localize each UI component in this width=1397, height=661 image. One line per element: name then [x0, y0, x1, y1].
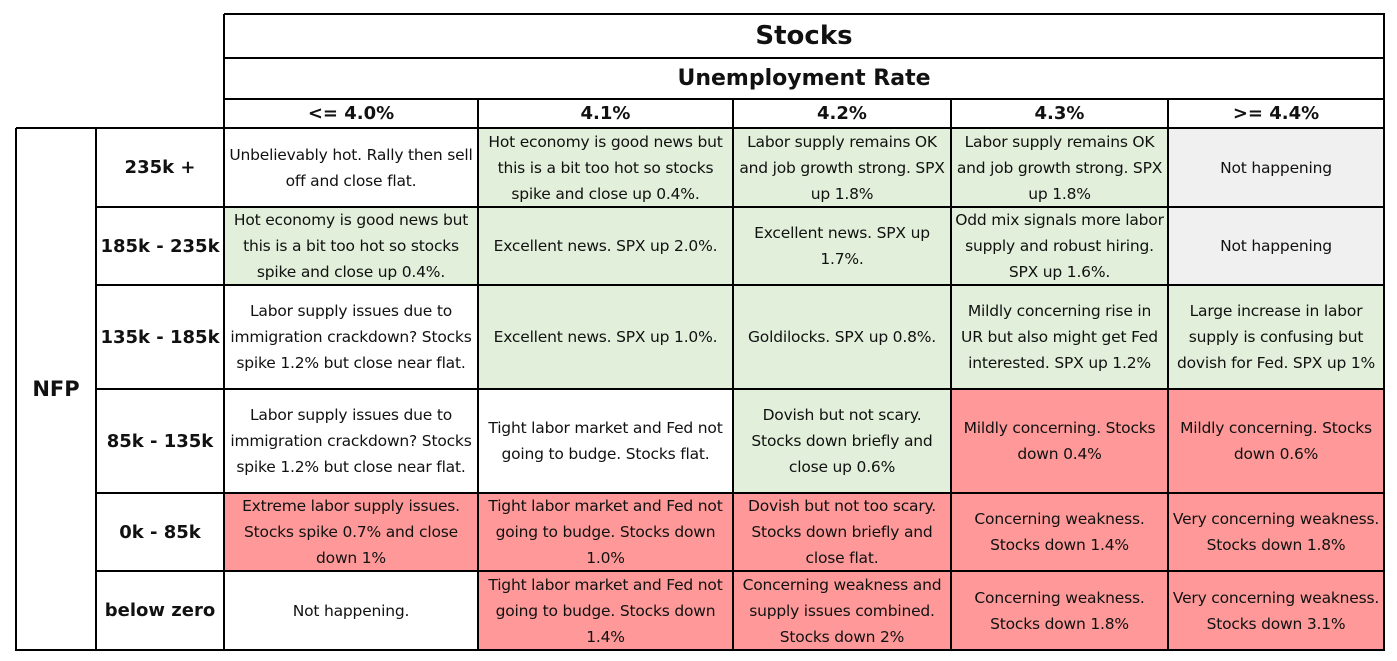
table-subtitle: Unemployment Rate: [677, 66, 931, 91]
column-header: 4.3%: [1034, 103, 1085, 124]
table-cell: Not happening: [1168, 128, 1384, 207]
row-label: 135k - 185k: [100, 326, 220, 348]
table-cell: Tight labor market and Fed not going to …: [478, 571, 733, 650]
table-cell: Concerning weakness and supply issues co…: [733, 571, 951, 650]
table-cell: Hot economy is good news but this is a b…: [478, 128, 733, 207]
row-label: below zero: [104, 600, 216, 621]
row-label: 235k +: [124, 157, 196, 178]
table-cell: Excellent news. SPX up 1.7%.: [733, 207, 951, 285]
column-header: >= 4.4%: [1232, 103, 1320, 124]
row-label: 185k - 235k: [100, 235, 220, 257]
table-cell: Hot economy is good news but this is a b…: [224, 207, 478, 285]
table-cell: Goldilocks. SPX up 0.8%.: [733, 285, 951, 389]
table-cell: Odd mix signals more labor supply and ro…: [951, 207, 1168, 285]
table-cell: Mildly concerning rise in UR but also mi…: [951, 285, 1168, 389]
table-cell: Labor supply remains OK and job growth s…: [951, 128, 1168, 207]
table-cell: Excellent news. SPX up 1.0%.: [478, 285, 733, 389]
table-cell: Unbelievably hot. Rally then sell off an…: [224, 128, 478, 207]
table-cell: Labor supply issues due to immigration c…: [224, 389, 478, 493]
column-header: <= 4.0%: [307, 103, 395, 124]
table-cell: Extreme labor supply issues. Stocks spik…: [224, 493, 478, 571]
table-cell: Dovish but not scary. Stocks down briefl…: [733, 389, 951, 493]
table-cell: Tight labor market and Fed not going to …: [478, 493, 733, 571]
table-cell: Labor supply remains OK and job growth s…: [733, 128, 951, 207]
table-cell: Tight labor market and Fed not going to …: [478, 389, 733, 493]
column-header: 4.1%: [580, 103, 631, 124]
table-cell: Labor supply issues due to immigration c…: [224, 285, 478, 389]
table-cell: Dovish but not too scary. Stocks down br…: [733, 493, 951, 571]
column-header: 4.2%: [817, 103, 867, 124]
table-cell: Mildly concerning. Stocks down 0.4%: [951, 389, 1168, 493]
table-cell: Mildly concerning. Stocks down 0.6%: [1168, 389, 1384, 493]
table-cell: Not happening.: [224, 571, 478, 650]
row-label: 85k - 135k: [106, 430, 214, 452]
table-title: Stocks: [755, 21, 853, 51]
table-cell: Very concerning weakness. Stocks down 3.…: [1168, 571, 1384, 650]
table-cell: Concerning weakness. Stocks down 1.4%: [951, 493, 1168, 571]
table-cell: Very concerning weakness. Stocks down 1.…: [1168, 493, 1384, 571]
row-label: 0k - 85k: [119, 521, 201, 543]
table-cell: Concerning weakness. Stocks down 1.8%: [951, 571, 1168, 650]
nfp-label: NFP: [32, 377, 80, 401]
table-cell: Large increase in labor supply is confus…: [1168, 285, 1384, 389]
table-cell: Excellent news. SPX up 2.0%.: [478, 207, 733, 285]
table-cell: Not happening: [1168, 207, 1384, 285]
